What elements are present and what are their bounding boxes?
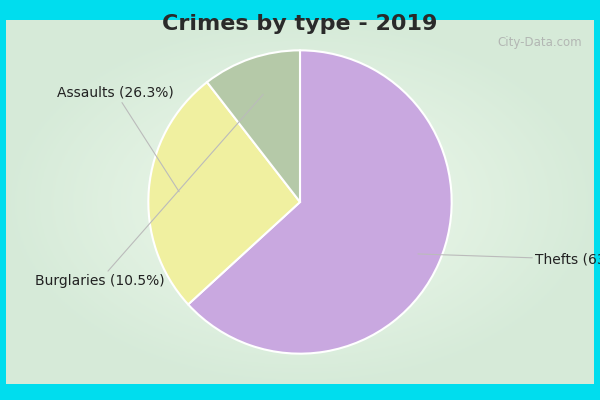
Text: Thefts (63.2%): Thefts (63.2%) [418,253,600,267]
Wedge shape [207,50,300,202]
Text: City-Data.com: City-Data.com [497,36,582,49]
Text: Assaults (26.3%): Assaults (26.3%) [58,86,179,192]
Wedge shape [148,82,300,304]
Wedge shape [188,50,452,354]
Text: Crimes by type - 2019: Crimes by type - 2019 [163,14,437,34]
Text: Burglaries (10.5%): Burglaries (10.5%) [35,94,263,288]
